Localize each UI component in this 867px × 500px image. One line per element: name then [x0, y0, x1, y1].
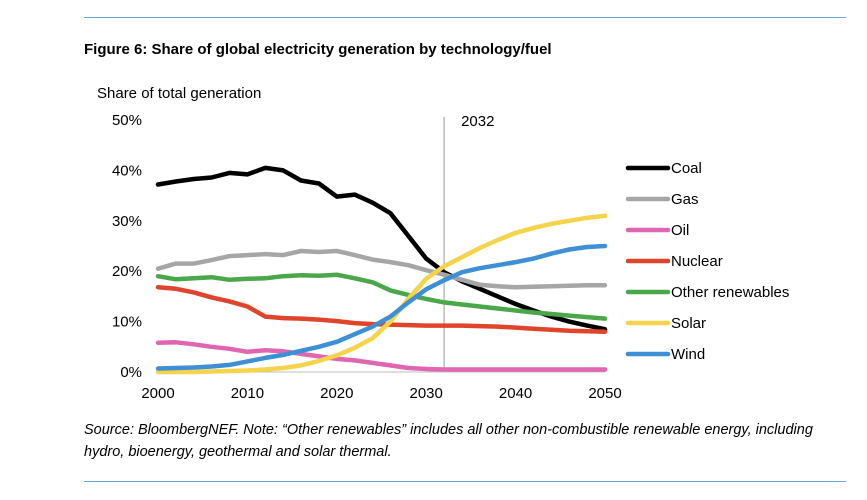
series-line-gas [155, 248, 608, 290]
x-tick-label: 2040 [499, 385, 532, 402]
legend-label-coal: Coal [671, 160, 702, 177]
legend-label-solar: Solar [671, 315, 706, 332]
legend: Coal Gas Oil Nuclear Other renewables Solar Wi… [625, 160, 789, 363]
x-tick-label: 2020 [320, 385, 353, 402]
figure-title: Figure 6: Share of global electricity ge… [84, 41, 552, 58]
y-tick-label: 0% [120, 364, 142, 381]
y-tick-label: 20% [112, 263, 142, 280]
y-tick-labels: 0% 10% 20% 30% 40% 50% [112, 112, 142, 381]
series-line-nuclear [155, 285, 608, 334]
top-rule [84, 17, 846, 18]
y-axis-title: Share of total generation [97, 85, 261, 102]
annotation-2032: 2032 [443, 113, 494, 372]
y-tick-label: 10% [112, 314, 142, 331]
series-line-coal [155, 165, 608, 332]
series-line-solar [155, 213, 608, 375]
legend-label-nuclear: Nuclear [671, 253, 723, 270]
x-tick-labels: 2000 2010 2020 2030 2040 2050 [141, 385, 621, 402]
x-tick-label: 2000 [141, 385, 174, 402]
chart: Share of total generation 0% 10% 20% 30% 40%… [97, 85, 789, 402]
legend-label-oil: Oil [671, 222, 689, 239]
series-line-wind [155, 243, 608, 371]
x-tick-label: 2050 [588, 385, 621, 402]
series-line-other-renewables [155, 272, 608, 321]
bottom-rule [84, 481, 846, 482]
y-tick-label: 30% [112, 213, 142, 230]
x-tick-label: 2030 [410, 385, 443, 402]
y-tick-label: 50% [112, 112, 142, 129]
legend-label-gas: Gas [671, 191, 699, 208]
series-lines [155, 165, 608, 375]
legend-label-other-renewables: Other renewables [671, 284, 789, 301]
source-note: Source: BloombergNEF. Note: “Other renew… [84, 422, 813, 460]
annotation-label: 2032 [461, 113, 494, 130]
y-tick-label: 40% [112, 162, 142, 179]
x-tick-label: 2010 [231, 385, 264, 402]
series-line-oil [155, 340, 608, 372]
legend-label-wind: Wind [671, 346, 705, 363]
